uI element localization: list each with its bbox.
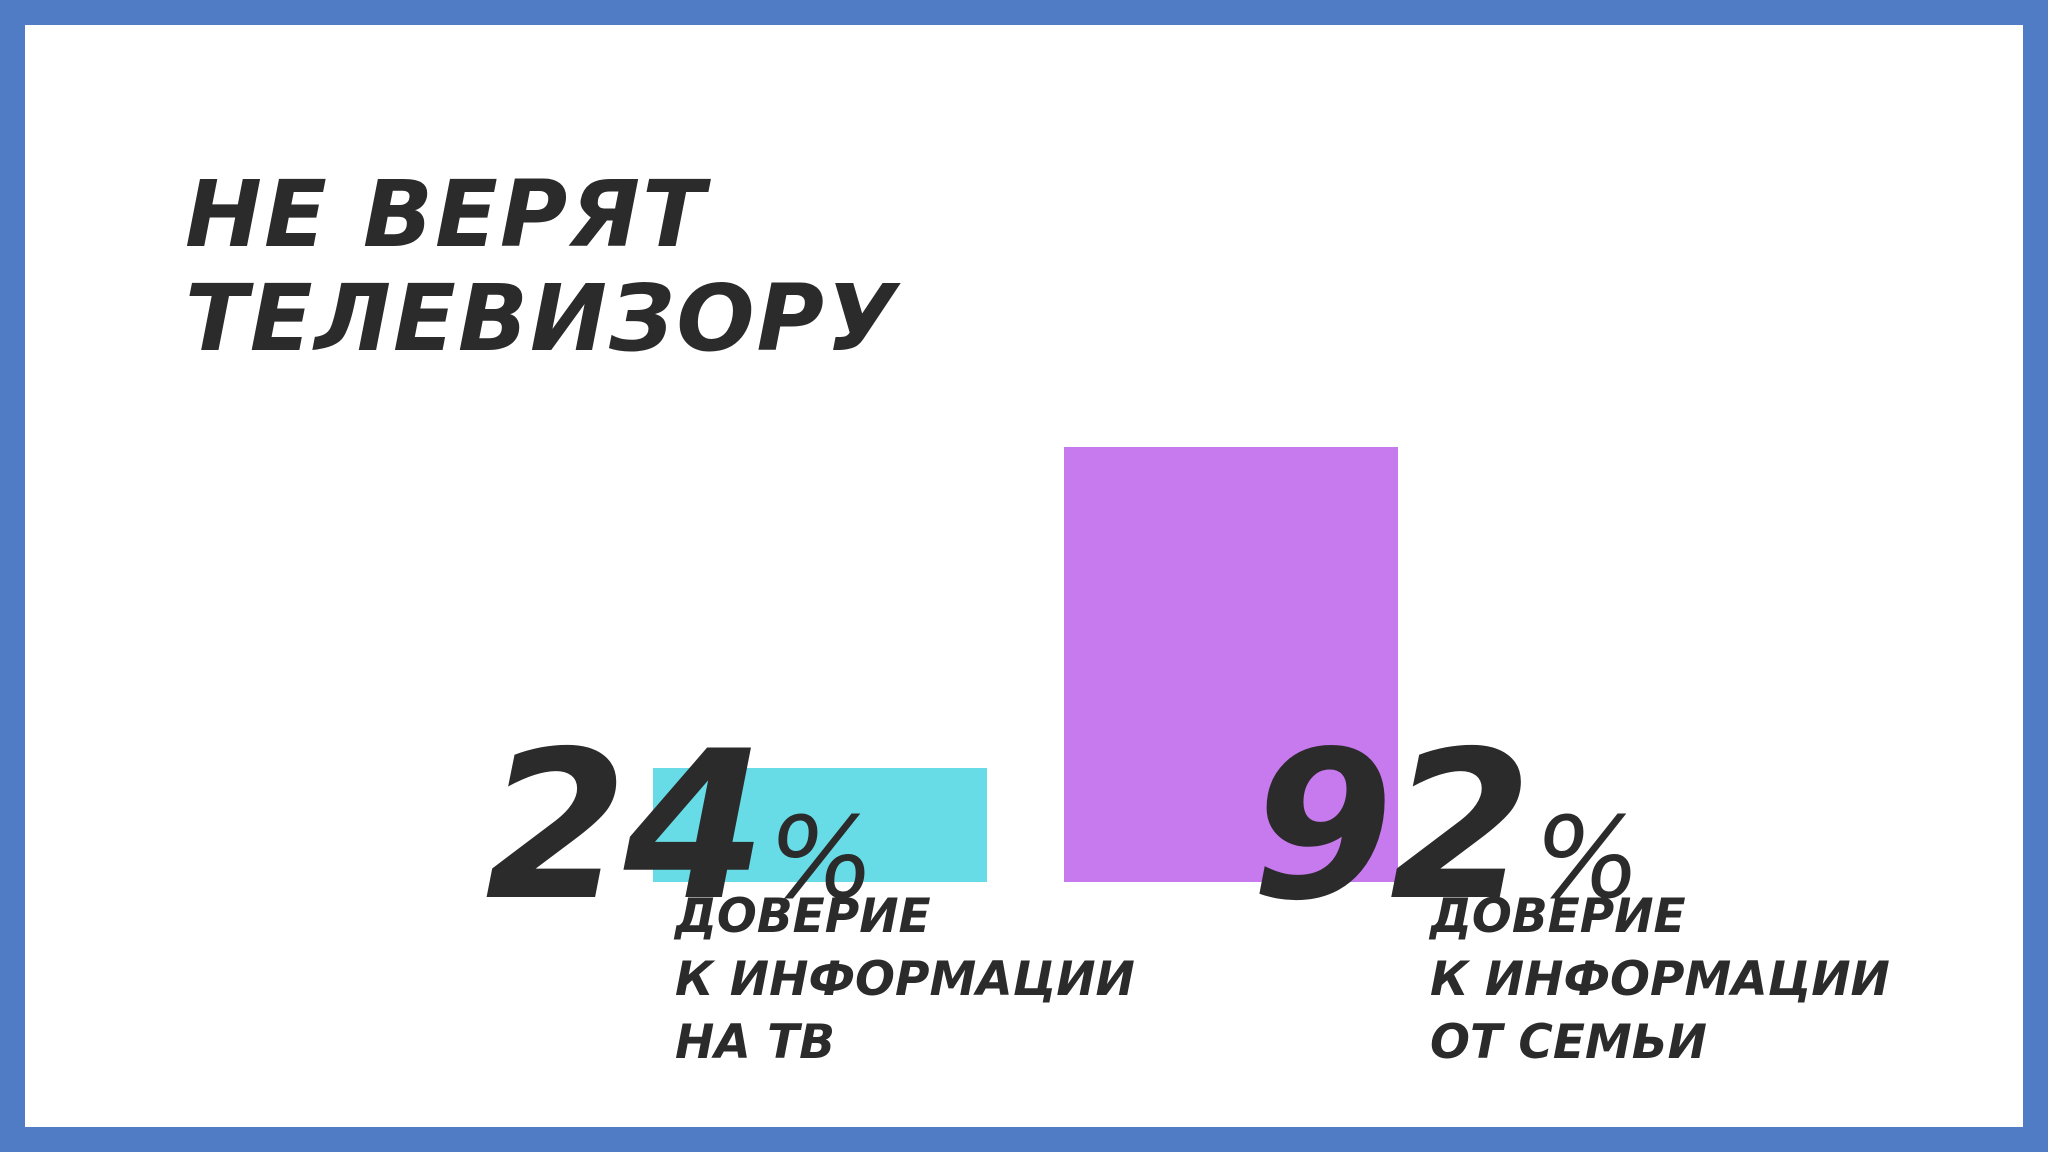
bar-family xyxy=(1064,447,1398,882)
percent-sign-tv: % xyxy=(768,794,875,924)
value-number-tv: 24 xyxy=(485,708,766,946)
value-label-tv: 24% xyxy=(485,725,875,930)
value-number-family: 92 xyxy=(1251,708,1532,946)
percent-sign-family: % xyxy=(1534,794,1641,924)
category-label-tv: ДОВЕРИЕ К ИНФОРМАЦИИ НА ТВ xyxy=(675,889,1135,1070)
value-label-family: 92% xyxy=(1251,725,1641,930)
bar-tv xyxy=(653,768,987,882)
category-label-family: ДОВЕРИЕ К ИНФОРМАЦИИ ОТ СЕМЬИ xyxy=(1430,889,1890,1070)
slide-title: НЕ ВЕРЯТ ТЕЛЕВИЗОРУ xyxy=(185,161,899,372)
